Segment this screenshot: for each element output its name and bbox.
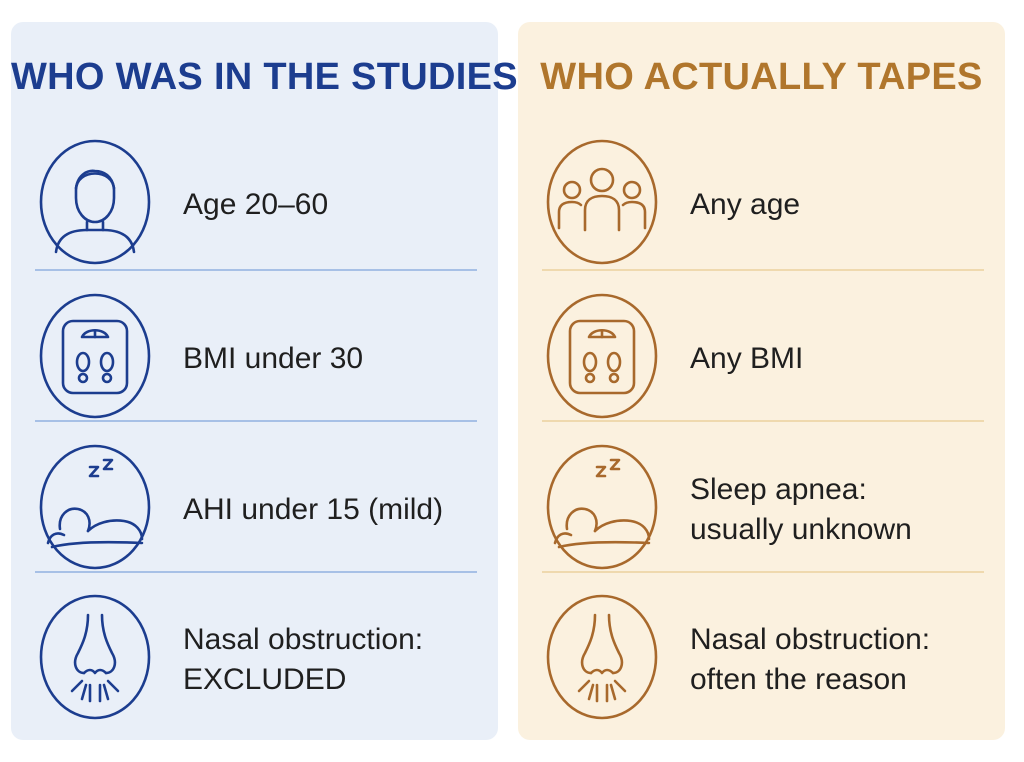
- row-age-label: Any age: [690, 188, 801, 221]
- divider: [542, 420, 984, 422]
- row-ahi: AHI under 15 (mild): [11, 435, 498, 585]
- row-nasal: Nasal obstruction: often the reason: [518, 585, 1005, 735]
- scale-icon: [38, 292, 152, 420]
- row-nasal: Nasal obstruction: EXCLUDED: [11, 585, 498, 735]
- row-nasal-label: Nasal obstruction: EXCLUDED: [183, 623, 424, 696]
- person-icon: [38, 138, 152, 266]
- scale-icon: [545, 292, 659, 420]
- divider: [542, 571, 984, 573]
- row-bmi-label: BMI under 30: [183, 342, 364, 375]
- divider: [35, 269, 477, 271]
- nose-icon: [38, 593, 152, 721]
- nose-icon: [545, 593, 659, 721]
- studies-panel: WHO WAS IN THE STUDIES Age 20–60: [11, 22, 518, 740]
- divider: [35, 571, 477, 573]
- row-age: Age 20–60: [11, 130, 498, 280]
- row-ahi-label: Sleep apnea: usually unknown: [690, 473, 912, 546]
- row-bmi-label: Any BMI: [690, 342, 804, 375]
- studies-panel-title: WHO WAS IN THE STUDIES: [11, 56, 518, 98]
- group-icon: [545, 138, 659, 266]
- row-age: Any age: [518, 130, 1005, 280]
- row-age-label: Age 20–60: [183, 188, 329, 221]
- tapers-panel: WHO ACTUALLY TAPES Any age: [518, 22, 1005, 740]
- tapers-panel-title: WHO ACTUALLY TAPES: [540, 56, 983, 98]
- divider: [542, 269, 984, 271]
- row-nasal-label: Nasal obstruction: often the reason: [690, 623, 931, 696]
- row-ahi: Sleep apnea: usually unknown: [518, 435, 1005, 585]
- row-ahi-label: AHI under 15 (mild): [183, 493, 444, 526]
- sleeping-person-icon: [38, 443, 152, 571]
- sleeping-person-icon: [545, 443, 659, 571]
- row-bmi: BMI under 30: [11, 284, 498, 434]
- divider: [35, 420, 477, 422]
- row-bmi: Any BMI: [518, 284, 1005, 434]
